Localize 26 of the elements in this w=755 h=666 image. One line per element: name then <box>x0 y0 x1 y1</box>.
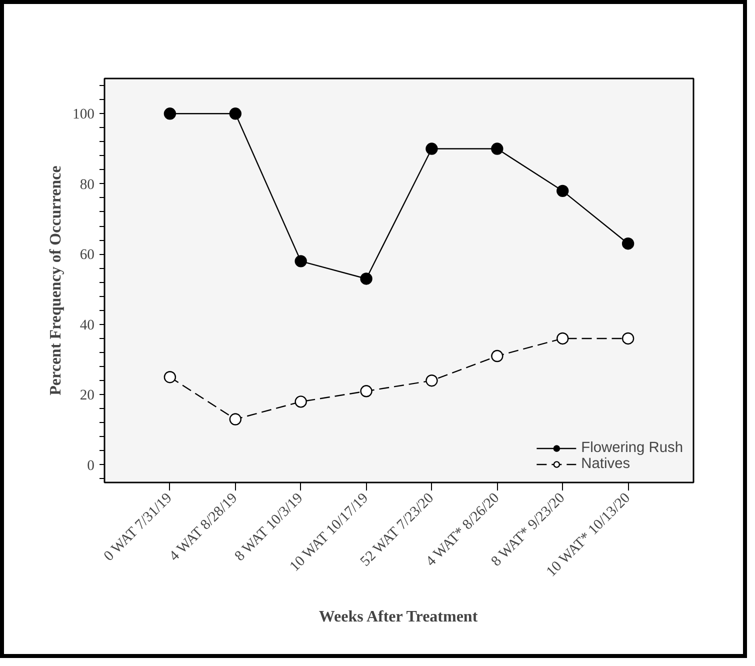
point <box>360 385 372 398</box>
point <box>229 108 242 120</box>
point <box>426 374 438 387</box>
point <box>426 142 438 155</box>
legend-label: Natives <box>581 456 630 472</box>
y-tick-label: 40 <box>80 317 94 334</box>
y-tick-label: 100 <box>72 106 94 123</box>
point <box>622 238 634 250</box>
point <box>556 332 569 345</box>
y-tick-label: 20 <box>80 388 94 404</box>
y-tick-label: 80 <box>80 176 94 193</box>
point <box>491 350 504 362</box>
point <box>164 371 176 384</box>
y-tick-label: 0 <box>87 458 94 474</box>
point <box>556 184 569 198</box>
point <box>294 396 307 408</box>
legend-label: Flowering Rush <box>581 440 683 456</box>
point <box>491 142 504 155</box>
point <box>164 108 176 120</box>
y-axis-title: Percent Frequency of Occurrence <box>48 166 65 396</box>
point <box>360 272 372 285</box>
x-axis-title: Weeks After Treatment <box>318 608 478 626</box>
point <box>294 255 307 268</box>
y-tick-label: 60 <box>80 247 94 264</box>
point <box>229 413 242 426</box>
point <box>622 332 634 345</box>
